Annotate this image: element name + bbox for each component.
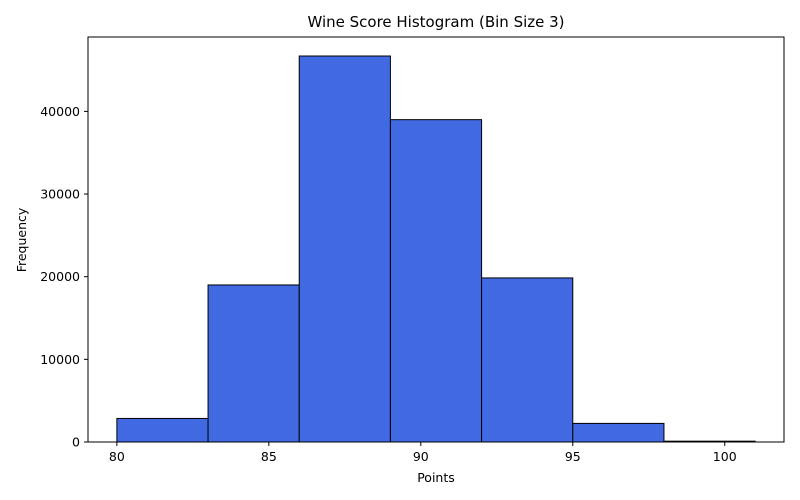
y-axis-label: Frequency <box>14 207 29 272</box>
y-tick-label: 20000 <box>40 269 80 284</box>
chart-title: Wine Score Histogram (Bin Size 3) <box>307 13 564 31</box>
histogram-bar <box>481 277 574 443</box>
x-axis-ticks: 80 85 90 95 100 <box>109 442 737 464</box>
x-tick-label: 80 <box>109 449 125 464</box>
bars-group <box>116 55 756 443</box>
histogram-bar <box>298 55 391 443</box>
y-tick-label: 0 <box>72 435 80 450</box>
x-axis-label: Points <box>417 470 455 485</box>
histogram-bar <box>207 284 300 443</box>
histogram-bar <box>389 119 483 443</box>
x-tick-label: 95 <box>565 449 581 464</box>
y-tick-label: 30000 <box>40 187 80 202</box>
x-tick-label: 100 <box>713 449 737 464</box>
x-tick-label: 90 <box>413 449 429 464</box>
histogram-bar <box>116 417 209 443</box>
plot-area-frame <box>87 36 785 443</box>
histogram-bar <box>572 422 665 443</box>
y-tick-label: 40000 <box>40 104 80 119</box>
y-axis-ticks: 0 10000 20000 30000 40000 <box>40 104 88 450</box>
x-tick-label: 85 <box>261 449 277 464</box>
y-tick-label: 10000 <box>40 352 80 367</box>
